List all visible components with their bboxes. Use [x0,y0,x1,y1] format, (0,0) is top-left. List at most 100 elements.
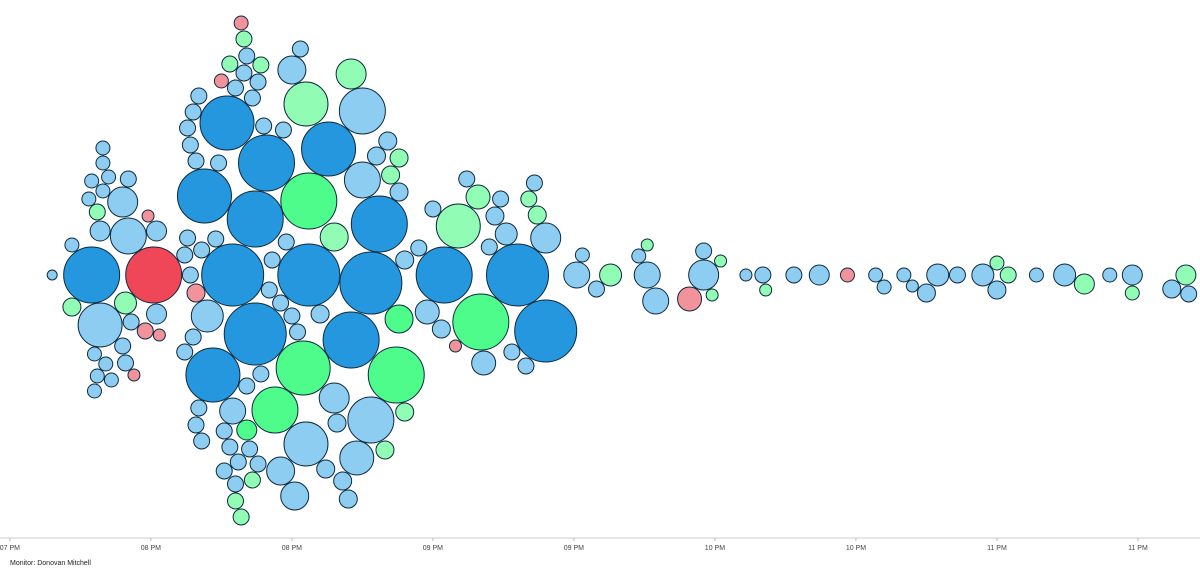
bubble [435,203,481,249]
bubble [1121,264,1143,286]
bubble [971,263,995,287]
bubble [714,254,728,268]
bubble [184,328,202,346]
bubble [327,413,347,433]
bubble [226,475,244,493]
bubble [219,397,247,425]
bubble [113,291,137,315]
bubble [95,140,111,156]
bubble [89,220,111,242]
x-tick-label: 07 PM [0,545,20,552]
bubble [905,279,919,293]
bubble [127,368,141,382]
bubble [221,55,239,73]
bubble [146,303,168,325]
bubble [289,323,307,341]
bubble [63,246,121,304]
bubble [107,186,139,218]
bubble [226,79,244,97]
bubble [181,266,199,284]
bubble [86,346,102,362]
bubble [384,304,414,334]
bubble [263,251,281,269]
bubble [190,87,208,105]
bubble [95,155,111,171]
bubble [503,343,521,361]
bubble [587,280,605,298]
x-tick-label: 09 PM [564,545,584,552]
bubble [335,58,367,90]
bubble [283,81,329,127]
bubble [181,136,199,154]
bubble [223,302,287,366]
bubble [116,354,134,372]
bubble [424,200,442,218]
bubble [233,15,249,31]
bubble [122,313,140,331]
bubble [486,243,550,307]
bubble [277,243,341,307]
bubble [77,302,123,348]
bubble [375,440,395,460]
bubble [318,382,350,414]
bubble [236,419,258,441]
bubble [458,170,476,188]
bubble [989,255,1005,271]
bubble [1175,264,1197,286]
bubble [599,263,623,287]
bubble [114,337,132,355]
bubble [319,222,349,252]
bubble [452,293,510,351]
bubble [243,89,261,107]
bubble [199,95,255,151]
bubble [109,217,147,255]
bubble [249,73,267,91]
bubble [389,182,409,202]
bubble [338,87,386,135]
bubble [999,266,1017,284]
bubble [987,280,1007,300]
bubble [530,222,562,254]
bubble [179,119,197,137]
bubble [283,421,329,467]
bubble [187,152,205,170]
bubble [62,297,82,317]
bubble [193,241,211,259]
bubble [101,169,117,185]
bubble [415,246,473,304]
bubble [367,346,425,404]
bubble [277,55,307,85]
bubble [395,250,415,270]
bubble [631,248,647,264]
bubble [642,287,670,315]
bubble [184,103,202,121]
bubble [84,173,100,189]
bubble [266,456,296,486]
bubble [574,247,590,263]
bubble [252,365,270,383]
bubble [527,205,547,225]
bubble [896,267,912,283]
bubble [1162,279,1182,299]
bubble [695,242,713,260]
bubble [275,340,331,396]
bubble [350,195,408,253]
bubble [251,386,299,434]
bubble [517,357,535,375]
bubble [1124,285,1140,301]
bubble [98,356,114,372]
bubble [103,372,119,388]
bubble [525,174,543,192]
bubble [563,261,591,289]
bubble [948,266,966,284]
bubble [207,230,225,248]
bubble [705,288,719,302]
bubble [176,343,194,361]
bubble [759,283,773,297]
bubble [677,286,703,312]
bubble [640,238,654,252]
bubble [125,246,183,304]
x-tick-label: 08 PM [282,545,302,552]
bubble [232,508,250,526]
